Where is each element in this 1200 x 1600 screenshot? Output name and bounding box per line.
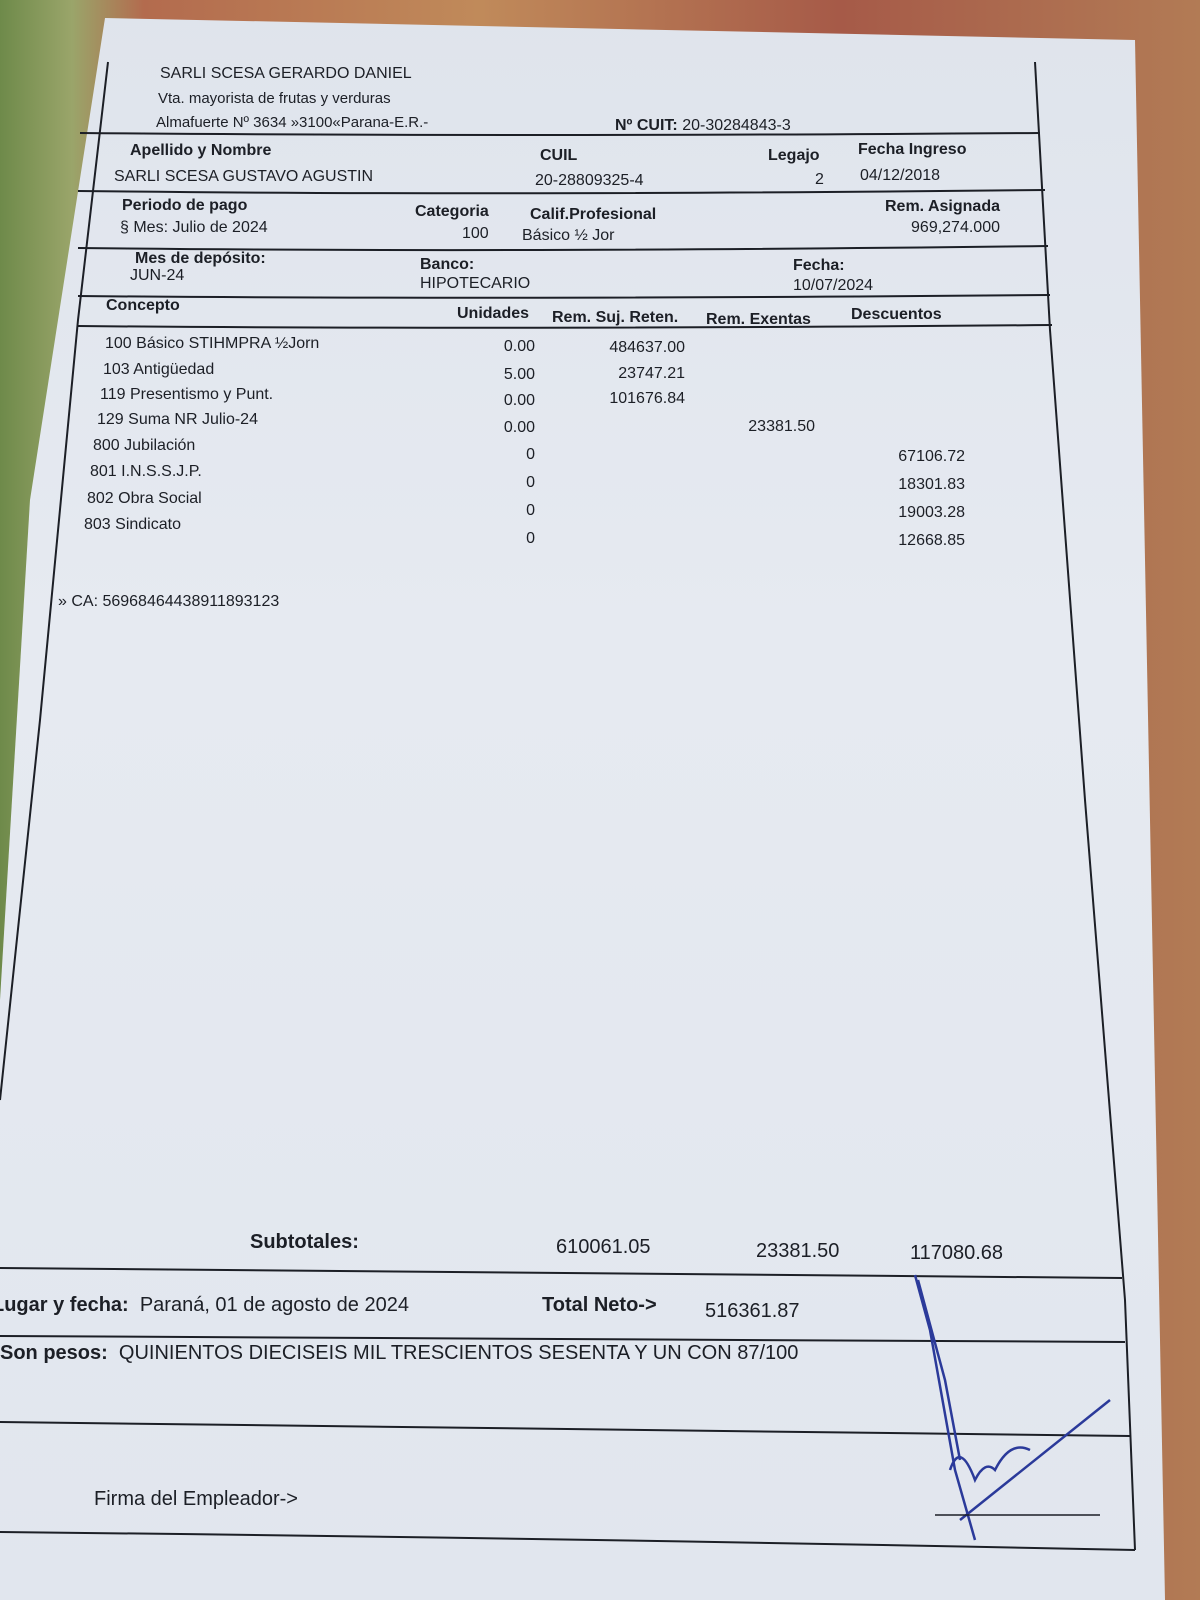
header-concepto: Concepto xyxy=(106,297,180,314)
legajo-value: 2 xyxy=(815,171,824,188)
lugar-label: Lugar y fecha: xyxy=(0,1294,129,1316)
rem-label: Rem. Asignada xyxy=(885,198,1000,215)
employer-name: SARLI SCESA GERARDO DANIEL xyxy=(160,65,412,82)
row-concepto: 801 I.N.S.S.J.P. xyxy=(90,463,202,480)
row-concepto: 100 Básico STIHMPRA ½Jorn xyxy=(105,335,320,352)
cuit-label: Nº CUIT: xyxy=(615,117,678,134)
row-concepto: 803 Sindicato xyxy=(84,516,181,533)
total-neto-value: 516361.87 xyxy=(705,1300,800,1322)
pesos-label: Son pesos: xyxy=(0,1342,108,1364)
row-unidades: 0.00 xyxy=(503,392,535,409)
deposit-month-label: Mes de depósito: xyxy=(135,250,266,267)
period-value: § Mes: Julio de 2024 xyxy=(120,219,268,236)
left-border xyxy=(0,61,109,1101)
subtotal-exentas: 23381.50 xyxy=(756,1240,840,1262)
row-descuentos: 19003.28 xyxy=(898,504,965,521)
name-label: Apellido y Nombre xyxy=(130,142,272,159)
legajo-label: Legajo xyxy=(768,147,820,164)
header-unidades: Unidades xyxy=(457,305,530,322)
row-unidades: 0.00 xyxy=(503,418,535,436)
deposit-date: 10/07/2024 xyxy=(793,277,874,294)
calif-label: Calif.Profesional xyxy=(530,206,657,223)
ca-account: » CA: 5696846443891189312​3 xyxy=(58,593,280,610)
rem-value: 969,274.000 xyxy=(911,219,1000,236)
ingreso-label: Fecha Ingreso xyxy=(858,141,967,158)
row-unidades: 0 xyxy=(526,502,535,519)
bank-value: HIPOTECARIO xyxy=(420,275,531,292)
row-descuentos: 67106.72 xyxy=(898,448,965,465)
ingreso-value: 04/12/2018 xyxy=(860,167,941,184)
employer-activity: Vta. mayorista de frutas y verduras xyxy=(158,90,391,107)
categoria-label: Categoria xyxy=(415,203,489,220)
cuit-field: Nº CUIT: 20-30284843-3 xyxy=(615,117,791,135)
header-rem-suj: Rem. Suj. Reten. xyxy=(552,309,679,326)
row-concepto: 129 Suma NR Julio-24 xyxy=(97,411,258,428)
firma-label: Firma del Empleador-> xyxy=(94,1488,298,1510)
employee-name: SARLI SCESA GUSTAVO AGUSTIN xyxy=(114,168,374,185)
pesos-value: QUINIENTOS DIECISEIS MIL TRESCIENTOS SES… xyxy=(118,1342,799,1364)
calif-value: Básico ½ Jor xyxy=(522,227,615,244)
deposit-month: JUN-24 xyxy=(130,267,185,284)
subtotal-suj: 610061.05 xyxy=(556,1236,651,1258)
row-unidades: 5.00 xyxy=(503,365,535,383)
subtotales-label: Subtotales: xyxy=(250,1231,359,1253)
cuil-label: CUIL xyxy=(540,147,578,164)
row-rem-suj: 484637.00 xyxy=(609,339,685,356)
header-descuentos: Descuentos xyxy=(851,306,942,323)
row-concepto: 802 Obra Social xyxy=(87,490,202,507)
header-rem-exentas: Rem. Exentas xyxy=(706,311,811,328)
employer-signature xyxy=(913,1274,1111,1541)
bank-label: Banco: xyxy=(420,256,475,273)
row-descuentos: 12668.85 xyxy=(898,531,965,549)
row-concepto: 800 Jubilación xyxy=(93,437,196,454)
categoria-value: 100 xyxy=(462,225,489,242)
cuit-value: 20-30284843-3 xyxy=(682,117,791,134)
subtotal-descuentos: 117080.68 xyxy=(910,1242,1004,1264)
row-rem-suj: 23747.21 xyxy=(618,365,685,382)
deposit-date-label: Fecha: xyxy=(793,257,845,274)
row-concepto: 103 Antigüedad xyxy=(103,361,215,378)
lugar-fecha: Lugar y fecha: Paraná, 01 de agosto de 2… xyxy=(0,1294,409,1317)
son-pesos: Son pesos: QUINIENTOS DIECISEIS MIL TRES… xyxy=(0,1342,798,1365)
row-rem-exentas: 23381.50 xyxy=(748,418,815,435)
row-unidades: 0 xyxy=(526,473,535,491)
row-rem-suj: 101676.84 xyxy=(609,390,685,407)
right-border xyxy=(1034,61,1136,1551)
row-concepto: 119 Presentismo y Punt. xyxy=(100,386,274,403)
period-label: Periodo de pago xyxy=(122,197,248,214)
row-unidades: 0 xyxy=(526,446,535,463)
employer-address: Almafuerte Nº 3634 »3100«Parana-E.R.- xyxy=(156,114,429,131)
row-unidades: 0.00 xyxy=(503,338,535,355)
row-descuentos: 18301.83 xyxy=(898,475,965,493)
total-neto-label: Total Neto-> xyxy=(542,1294,657,1316)
lugar-value: Paraná, 01 de agosto de 2024 xyxy=(139,1294,409,1316)
cuil-value: 20-28809325-4 xyxy=(535,172,644,189)
row-unidades: 0 xyxy=(526,529,535,547)
